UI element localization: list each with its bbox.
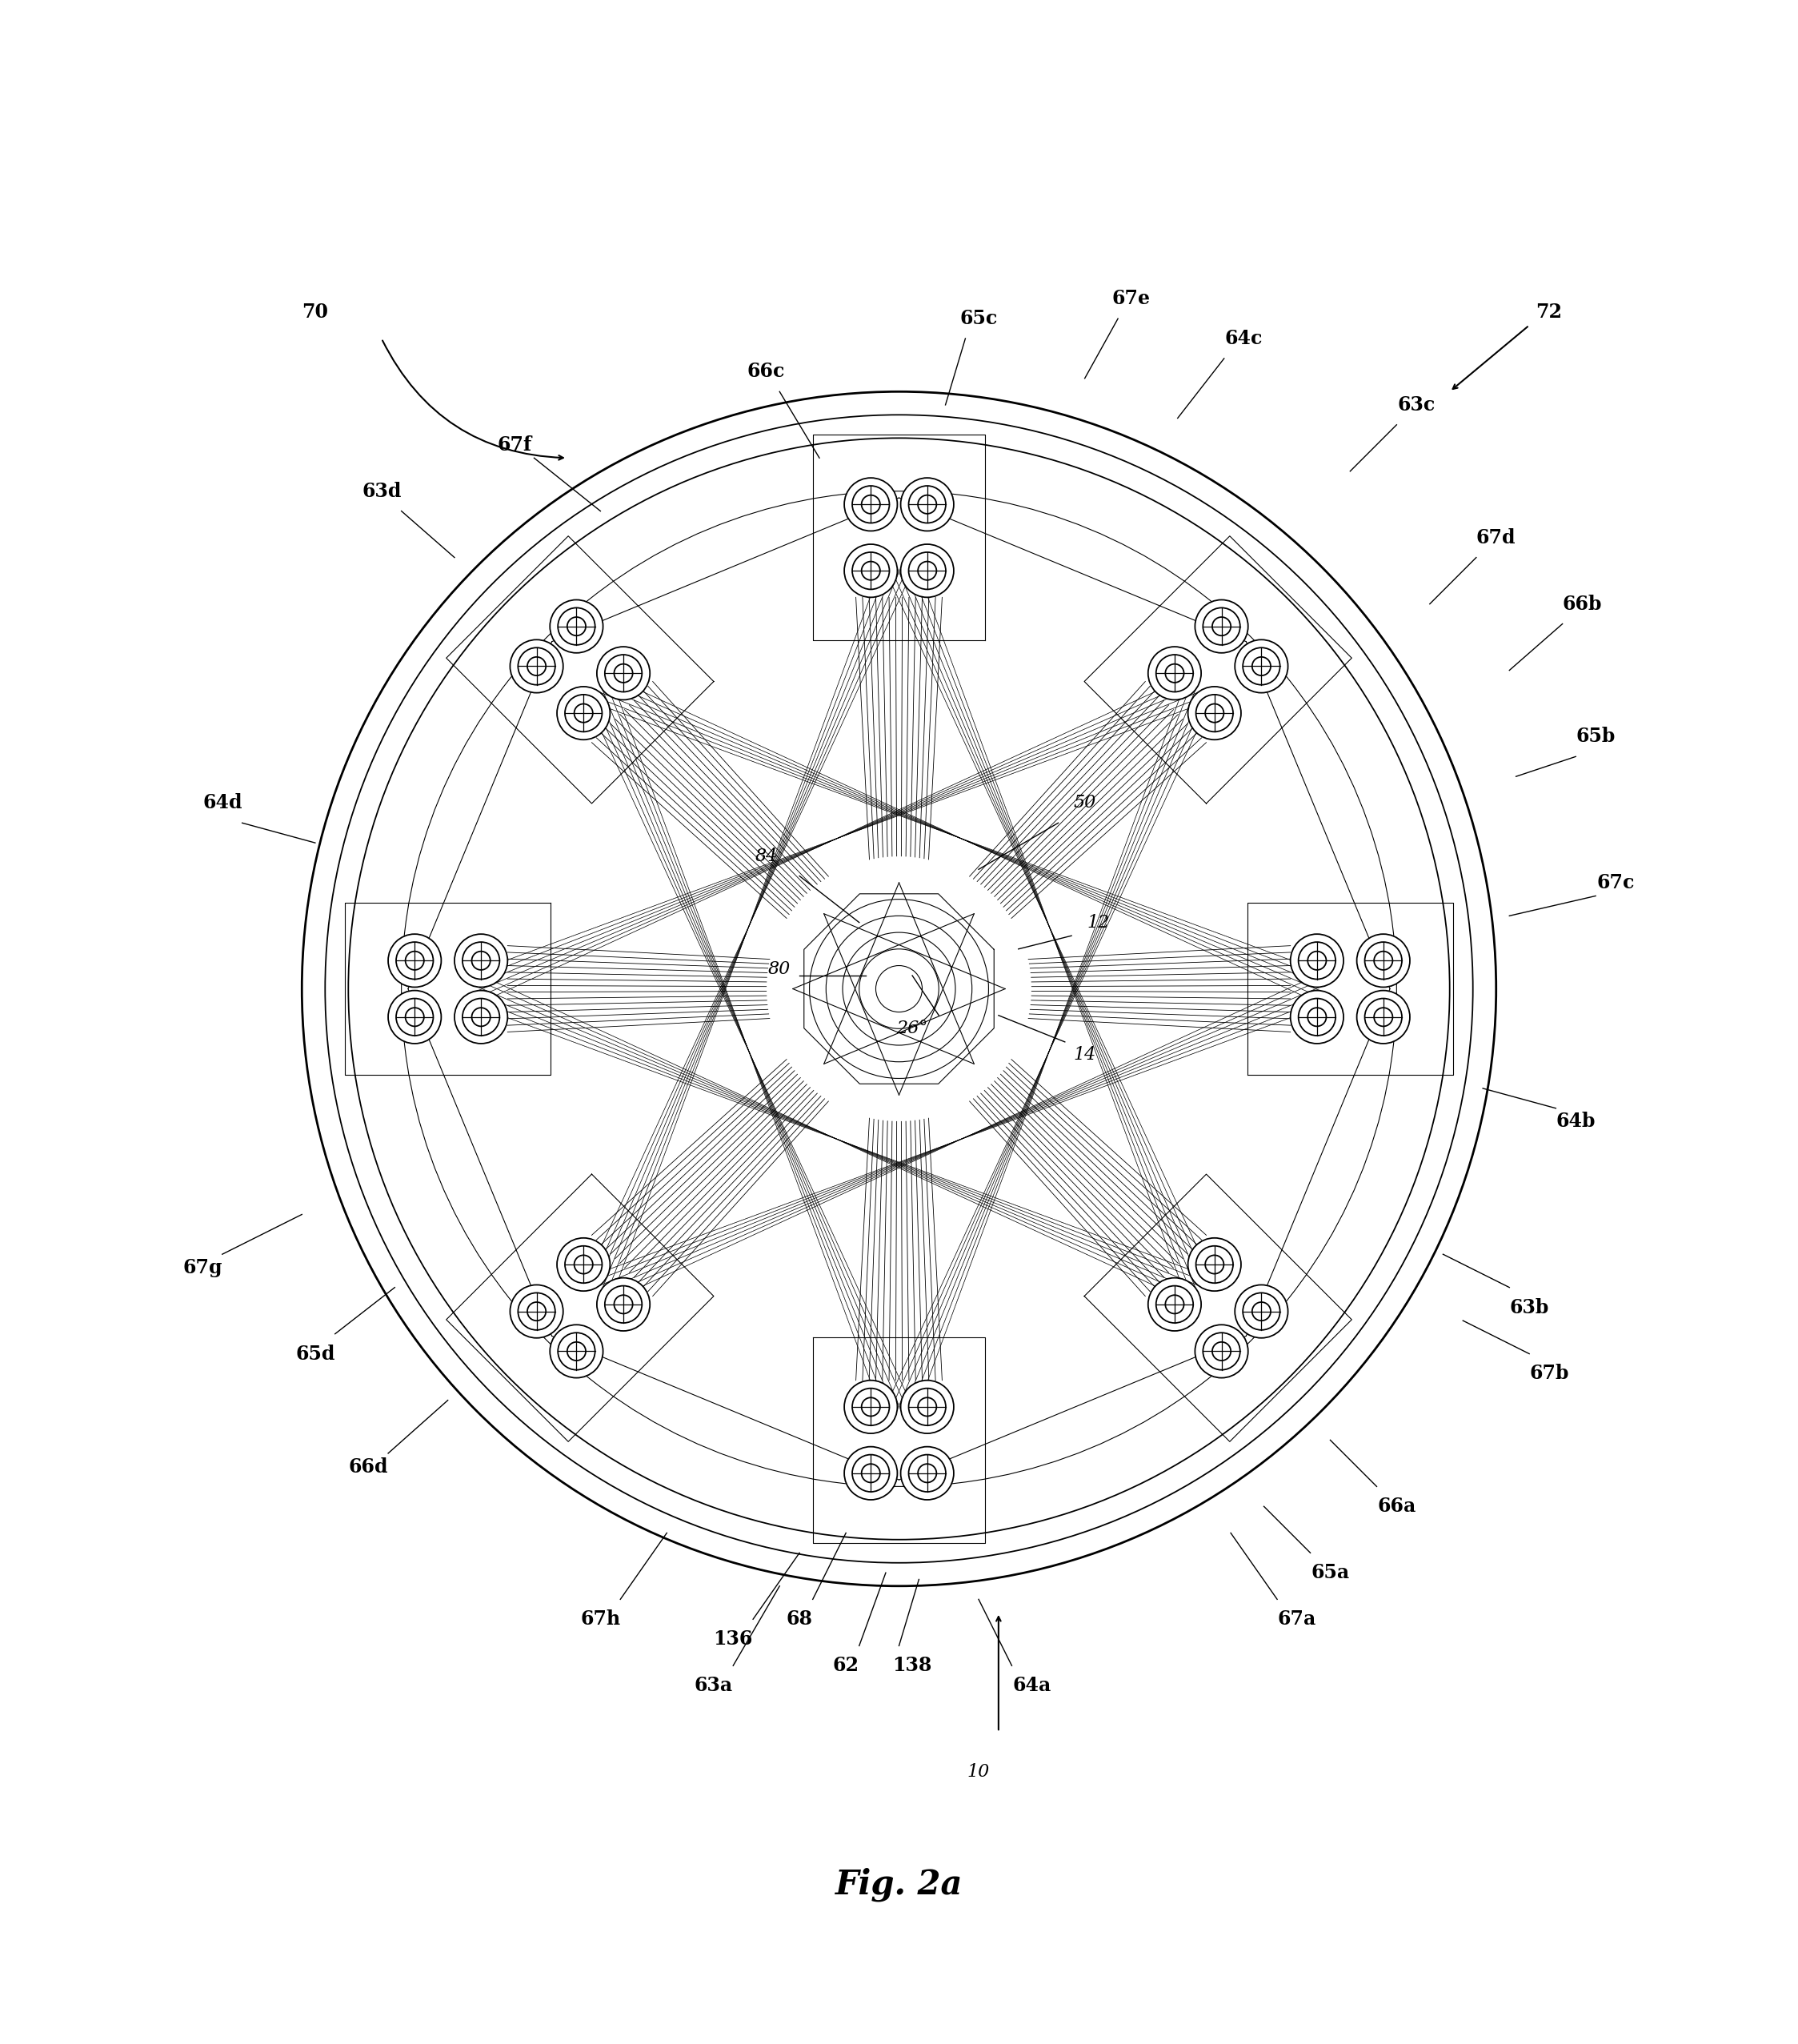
Circle shape	[1196, 1325, 1248, 1378]
Circle shape	[845, 1380, 897, 1433]
Text: 136: 136	[714, 1629, 753, 1650]
Text: 67c: 67c	[1597, 873, 1634, 893]
Circle shape	[455, 991, 507, 1044]
Circle shape	[550, 599, 602, 652]
Circle shape	[557, 687, 610, 740]
Circle shape	[388, 991, 441, 1044]
Circle shape	[550, 1325, 602, 1378]
Text: 66c: 66c	[748, 362, 786, 382]
Circle shape	[901, 478, 953, 531]
Circle shape	[511, 1286, 563, 1339]
Text: 84: 84	[755, 848, 777, 865]
Circle shape	[455, 934, 507, 987]
Text: 10: 10	[967, 1764, 991, 1780]
Circle shape	[1235, 1286, 1287, 1339]
Text: 72: 72	[1535, 303, 1562, 321]
Circle shape	[557, 1239, 610, 1292]
Text: 67a: 67a	[1278, 1609, 1316, 1629]
Text: 64a: 64a	[1012, 1676, 1052, 1694]
Text: 62: 62	[832, 1656, 859, 1676]
Text: 67b: 67b	[1530, 1363, 1570, 1384]
Circle shape	[1291, 991, 1343, 1044]
Text: 66d: 66d	[349, 1457, 388, 1476]
Text: 65a: 65a	[1311, 1564, 1350, 1582]
Text: 68: 68	[786, 1609, 813, 1629]
Text: 66a: 66a	[1377, 1496, 1415, 1517]
Circle shape	[1188, 1239, 1241, 1292]
Circle shape	[1235, 640, 1287, 693]
Text: 14: 14	[1073, 1047, 1097, 1065]
Circle shape	[1149, 646, 1201, 699]
Text: 67d: 67d	[1476, 527, 1516, 548]
Text: 67f: 67f	[496, 435, 532, 454]
Text: 63d: 63d	[361, 482, 401, 501]
Text: 63c: 63c	[1397, 394, 1435, 415]
Circle shape	[1149, 1278, 1201, 1331]
Circle shape	[511, 640, 563, 693]
Text: 67g: 67g	[183, 1257, 223, 1278]
Circle shape	[597, 646, 649, 699]
Circle shape	[1291, 934, 1343, 987]
Circle shape	[1357, 934, 1410, 987]
Circle shape	[845, 478, 897, 531]
Circle shape	[901, 1380, 953, 1433]
Circle shape	[845, 1447, 897, 1500]
Circle shape	[597, 1278, 649, 1331]
Text: 63b: 63b	[1510, 1298, 1550, 1316]
Circle shape	[1188, 687, 1241, 740]
Text: 65c: 65c	[960, 309, 998, 329]
Text: 67h: 67h	[581, 1609, 620, 1629]
Text: 63a: 63a	[694, 1676, 732, 1694]
Text: 50: 50	[1073, 795, 1097, 811]
Text: 64d: 64d	[203, 793, 243, 814]
Text: Fig. 2a: Fig. 2a	[836, 1868, 962, 1901]
Text: 12: 12	[1086, 914, 1109, 932]
Text: 80: 80	[768, 961, 791, 977]
Text: 65b: 65b	[1575, 728, 1615, 746]
Circle shape	[1196, 599, 1248, 652]
Circle shape	[388, 934, 441, 987]
Circle shape	[901, 544, 953, 597]
Circle shape	[845, 544, 897, 597]
Text: 64b: 64b	[1555, 1112, 1595, 1130]
Text: 64c: 64c	[1224, 329, 1262, 347]
Text: 70: 70	[302, 303, 329, 321]
Text: 66b: 66b	[1562, 595, 1602, 613]
Text: 138: 138	[892, 1656, 931, 1676]
Circle shape	[901, 1447, 953, 1500]
Circle shape	[1357, 991, 1410, 1044]
Text: 67e: 67e	[1111, 288, 1151, 309]
Text: 65d: 65d	[295, 1345, 334, 1363]
Text: 26°: 26°	[897, 1020, 928, 1038]
